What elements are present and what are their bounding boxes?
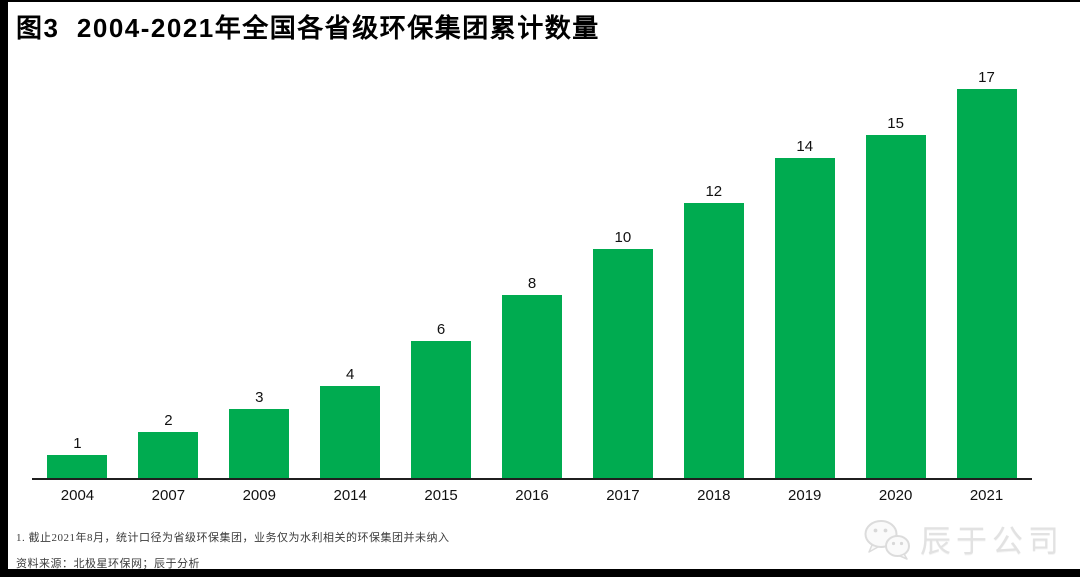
bottom-border-bar [0,569,1080,577]
footnote: 1. 截止2021年8月，统计口径为省级环保集团，业务仅为水利相关的环保集团并未… [16,532,450,544]
source-note: 资料来源：北极星环保网；辰于分析 [16,558,200,570]
wechat-icon [864,519,910,560]
x-tick-2018: 2018 [697,487,731,504]
bar-2016 [501,295,562,478]
watermark-text: 辰于公司 [920,524,1064,559]
bar-2004 [47,455,108,478]
bar-column-2004: 1 [32,436,123,478]
bar-column-2021: 17 [941,70,1032,478]
x-tick-2020: 2020 [878,487,913,504]
bar-value-label-2015: 6 [436,321,446,338]
bar-value-label-2014: 4 [346,366,355,383]
bar-2019 [774,158,835,478]
bar-column-2016: 8 [487,276,578,478]
x-tick-2009: 2009 [242,487,276,504]
bar-2007 [138,432,199,478]
top-border-line [0,0,1080,2]
bar-value-label-2017: 10 [614,229,632,246]
bar-value-label-2009: 3 [255,389,264,406]
bar-2020 [865,135,926,478]
bar-value-label-2018: 12 [705,183,723,200]
bar-column-2020: 15 [850,116,941,478]
left-border-bar [0,0,8,577]
plot-area: 1 2 3 4 6 8 10 12 14 15 17 [32,60,1032,480]
x-tick-2019: 2019 [788,487,822,504]
bar-2009 [229,409,290,478]
x-tick-2015: 2015 [424,487,458,504]
x-tick-2007: 2007 [151,487,186,504]
bar-2021 [956,89,1017,478]
bar-column-2018: 12 [668,184,759,478]
bar-column-2014: 4 [305,367,396,478]
bar-value-label-2004: 1 [73,435,82,452]
bar-value-label-2019: 14 [796,138,814,155]
bar-2017 [592,249,653,478]
bar-column-2009: 3 [214,390,305,478]
x-tick-2014: 2014 [333,487,367,504]
bar-column-2015: 6 [396,322,487,478]
x-tick-2004: 2004 [60,487,95,504]
bar-2018 [683,203,744,478]
bar-value-label-2007: 2 [164,412,173,429]
bar-column-2007: 2 [123,413,214,478]
bar-value-label-2016: 8 [527,275,537,292]
x-axis-labels: 2004 2007 2009 2014 2015 2016 2017 2018 2019 2020… [32,487,1032,504]
bar-column-2017: 10 [577,230,668,478]
chart-title: 图3 2004-2021年全国各省级环保集团累计数量 [16,13,600,43]
x-tick-2017: 2017 [606,487,640,504]
x-tick-2016: 2016 [515,487,549,504]
x-tick-2021: 2021 [969,487,1004,504]
bar-2014 [320,386,381,478]
watermark: 辰于公司 [862,516,1064,561]
bar-2015 [411,341,472,478]
bar-chart: 1 2 3 4 6 8 10 12 14 15 17 2004 2007 2009 2014 2015 201… [32,60,1032,504]
bar-value-label-2021: 17 [978,69,995,86]
bar-value-label-2020: 15 [887,115,904,132]
bar-column-2019: 14 [759,139,850,478]
